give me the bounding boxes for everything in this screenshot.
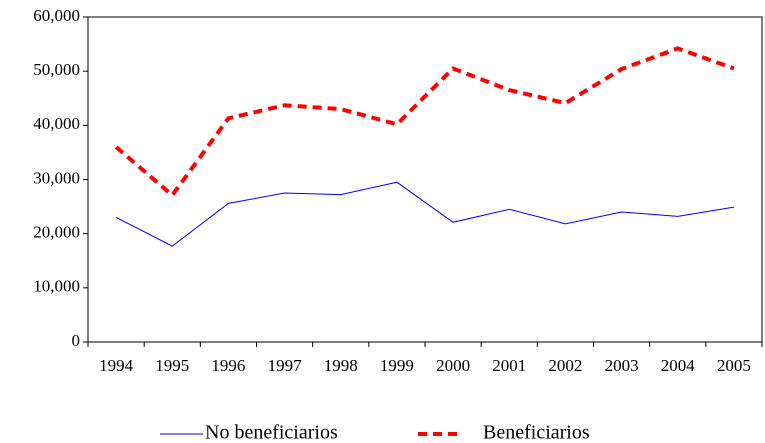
series-line	[114, 46, 735, 199]
x-tick-label: 2004	[661, 356, 696, 375]
x-tick-label: 1997	[268, 356, 303, 375]
y-tick-label: 0	[72, 331, 81, 350]
series-line	[115, 181, 734, 247]
x-tick-label: 1996	[211, 356, 245, 375]
x-tick-label: 2002	[548, 356, 582, 375]
y-tick-label: 10,000	[33, 277, 80, 296]
legend-label: No beneficiarios	[205, 422, 338, 443]
y-tick-label: 20,000	[33, 223, 80, 242]
x-tick-label: 1994	[99, 356, 134, 375]
x-tick-label: 1999	[380, 356, 414, 375]
x-tick-label: 2000	[436, 356, 470, 375]
plot-frame	[87, 16, 763, 343]
y-tick-label: 40,000	[33, 114, 80, 133]
x-tick-label: 1995	[155, 356, 189, 375]
x-tick-label: 2003	[605, 356, 639, 375]
x-tick-label: 1998	[324, 356, 358, 375]
x-tick-label: 2005	[717, 356, 751, 375]
y-tick-label: 30,000	[33, 168, 80, 187]
x-tick-label: 2001	[492, 356, 526, 375]
y-tick-label: 50,000	[33, 60, 80, 79]
y-tick-label: 60,000	[33, 6, 80, 25]
legend-label: Beneficiarios	[483, 422, 590, 443]
